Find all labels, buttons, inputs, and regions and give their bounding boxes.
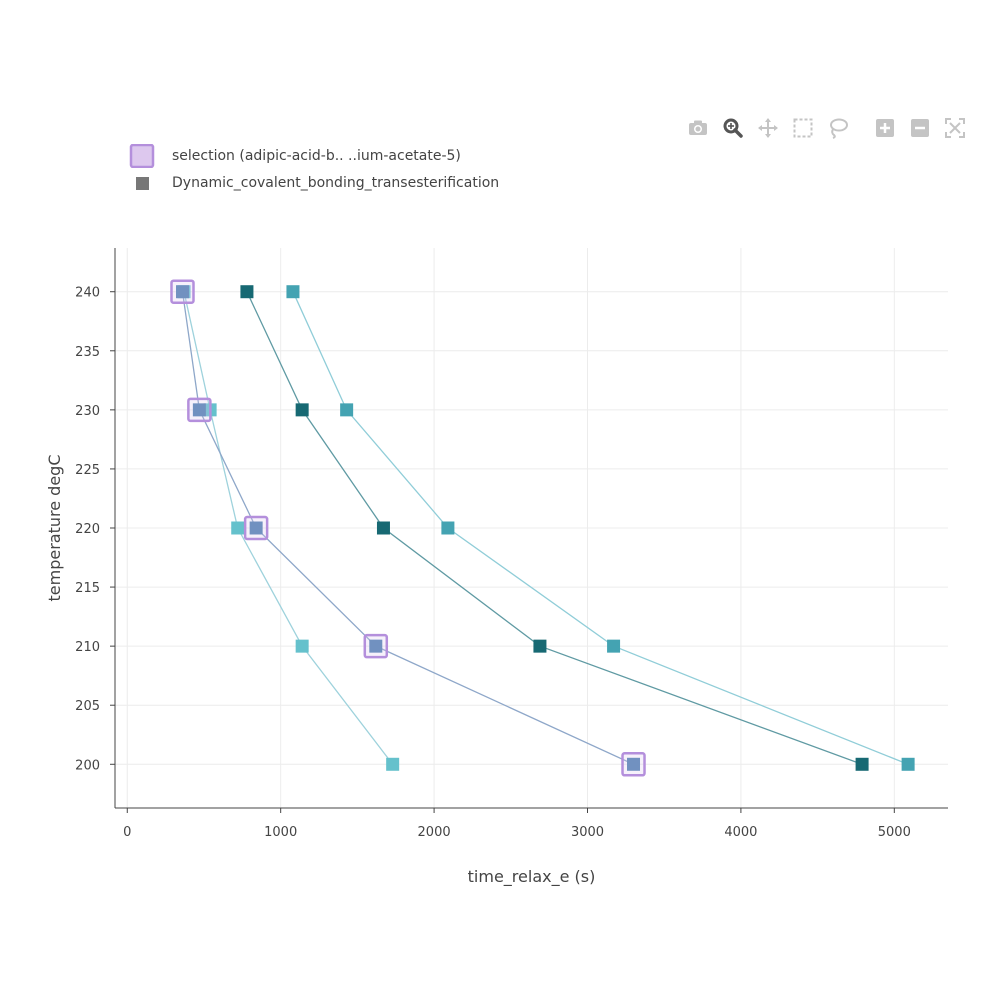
- y-tick-label: 225: [75, 463, 100, 478]
- data-point[interactable]: [441, 521, 455, 535]
- x-tick-label: 3000: [571, 825, 604, 840]
- modebar: [686, 114, 978, 142]
- selection-marker[interactable]: [621, 752, 646, 777]
- selection-marker[interactable]: [187, 397, 212, 423]
- data-point[interactable]: [175, 285, 189, 299]
- data-point[interactable]: [231, 521, 245, 535]
- y-tick-label: 235: [75, 345, 100, 360]
- data-point[interactable]: [240, 285, 254, 299]
- y-tick-label: 230: [75, 404, 100, 419]
- data-point[interactable]: [376, 521, 390, 535]
- zoom-in-icon[interactable]: [873, 116, 897, 140]
- data-point[interactable]: [855, 757, 869, 771]
- autoscale-icon[interactable]: [943, 116, 967, 140]
- selection-marker[interactable]: [170, 279, 195, 304]
- data-point[interactable]: [249, 521, 263, 535]
- data-point[interactable]: [533, 639, 547, 653]
- x-tick-label: 4000: [724, 825, 757, 840]
- y-tick-labels: 200 205 210 215 220 225 230 235 240: [75, 286, 115, 773]
- y-tick-label: 210: [75, 640, 100, 655]
- data-point[interactable]: [295, 639, 309, 653]
- selection-marker[interactable]: [243, 515, 269, 541]
- y-axis-title: temperature degC: [45, 455, 64, 602]
- data-point[interactable]: [340, 403, 354, 417]
- lasso-icon[interactable]: [826, 116, 850, 140]
- box-select-icon[interactable]: [791, 116, 815, 140]
- series-series-c: [240, 285, 869, 771]
- y-tick-label: 205: [75, 699, 100, 714]
- data-point[interactable]: [369, 639, 383, 653]
- y-tick-label: 215: [75, 581, 100, 596]
- data-point[interactable]: [607, 639, 621, 653]
- legend-label-selection: selection (adipic-acid-b.. ..ium-acetate…: [172, 147, 461, 164]
- zoom-out-icon[interactable]: [908, 116, 932, 140]
- data-point[interactable]: [386, 757, 400, 771]
- data-point[interactable]: [627, 757, 641, 771]
- data-point[interactable]: [295, 403, 309, 417]
- selection-marker[interactable]: [363, 633, 389, 659]
- series-series-d: [286, 285, 915, 771]
- legend-label-dynamic-covalent: Dynamic_covalent_bonding_transesterifica…: [172, 174, 500, 191]
- camera-icon[interactable]: [686, 116, 710, 140]
- zoom-icon[interactable]: [721, 116, 745, 140]
- x-tick-labels: 0 1000 2000 3000 4000 5000: [123, 808, 911, 840]
- legend-item-dynamic-covalent[interactable]: Dynamic_covalent_bonding_transesterifica…: [128, 169, 499, 196]
- data-point[interactable]: [192, 403, 206, 417]
- legend-item-selection[interactable]: selection (adipic-acid-b.. ..ium-acetate…: [128, 142, 499, 169]
- legend-symbol-dynamic-covalent: [128, 171, 162, 195]
- data-point[interactable]: [901, 757, 915, 771]
- legend-symbol-selection: [128, 143, 162, 168]
- y-tick-label: 200: [75, 758, 100, 773]
- x-tick-label: 0: [123, 825, 131, 840]
- y-tick-label: 220: [75, 522, 100, 537]
- data-point[interactable]: [286, 285, 300, 299]
- x-axis-title: time_relax_e (s): [468, 867, 596, 887]
- x-tick-label: 2000: [418, 825, 451, 840]
- series-group: [175, 285, 915, 771]
- x-tick-label: 5000: [878, 825, 911, 840]
- series-series-b: [175, 285, 641, 771]
- pan-icon[interactable]: [756, 116, 780, 140]
- y-tick-label: 240: [75, 286, 100, 301]
- legend: selection (adipic-acid-b.. ..ium-acetate…: [128, 142, 499, 196]
- x-tick-label: 1000: [264, 825, 297, 840]
- selection-group: [170, 279, 646, 777]
